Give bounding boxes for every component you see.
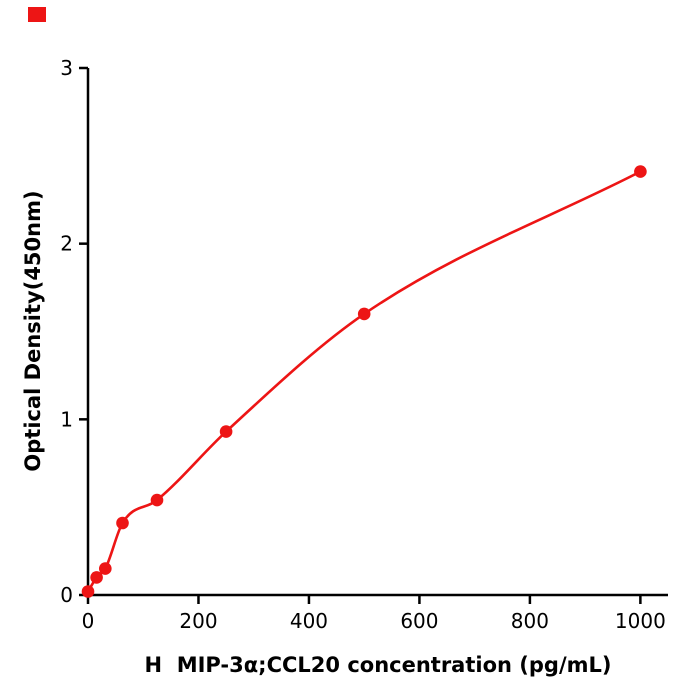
data-point xyxy=(116,516,129,530)
x-tick-label: 600 xyxy=(400,609,438,633)
data-point xyxy=(219,425,233,438)
y-tick-label: 0 xyxy=(60,583,73,607)
y-tick-label: 2 xyxy=(60,232,73,256)
fit-curve xyxy=(86,170,642,593)
data-point xyxy=(150,493,164,507)
x-tick-label: 400 xyxy=(290,609,328,633)
x-tick-label: 0 xyxy=(82,609,95,633)
x-axis-label: H MIP-3α;CCL20 concentration (pg/mL) xyxy=(145,653,612,677)
x-tick-label: 800 xyxy=(511,609,549,633)
series-layer xyxy=(81,165,647,598)
y-tick-label: 1 xyxy=(60,407,73,431)
data-point xyxy=(357,307,371,321)
data-point xyxy=(90,571,103,584)
y-axis-label: Optical Density(450nm) xyxy=(21,190,45,471)
axes-layer: 0 200 400 600 800 1000 0 1 2 3 xyxy=(60,56,668,633)
data-point xyxy=(634,165,647,178)
y-tick-label: 3 xyxy=(60,56,73,80)
corner-logo-mark xyxy=(28,7,46,22)
data-point xyxy=(99,562,112,575)
data-point xyxy=(81,585,95,598)
x-tick-label: 200 xyxy=(179,609,217,633)
x-tick-label: 1000 xyxy=(615,609,666,633)
